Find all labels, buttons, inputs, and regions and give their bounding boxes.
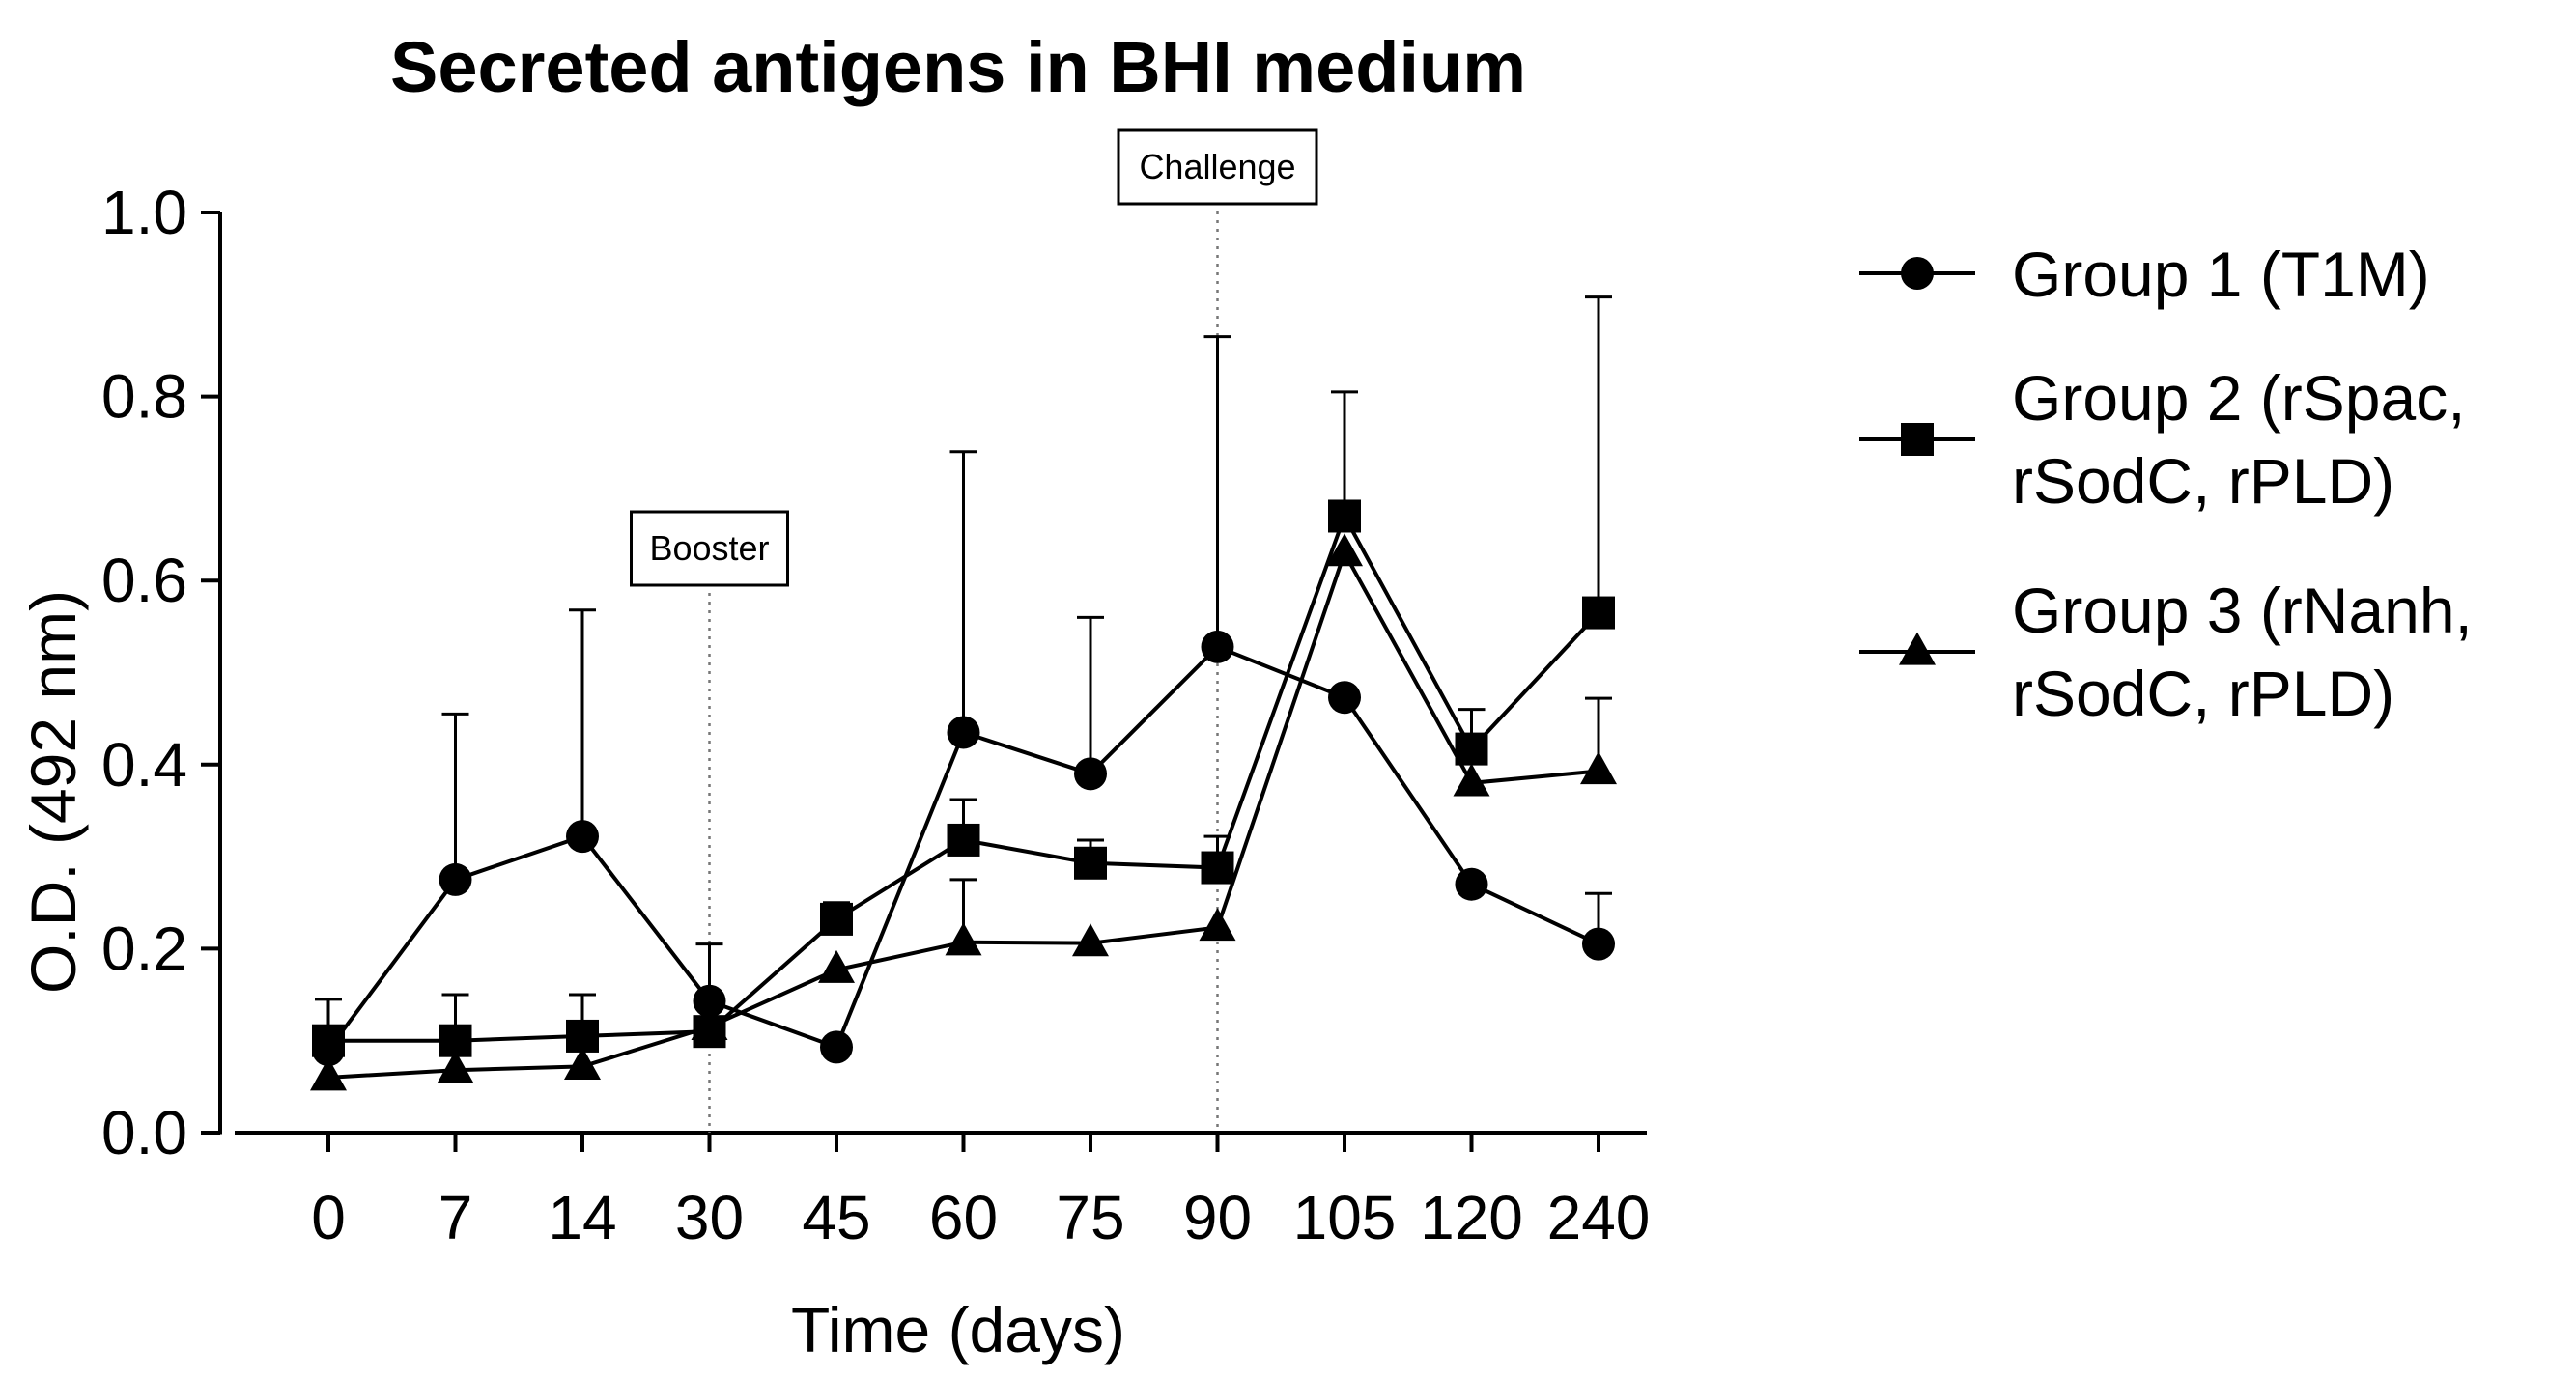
series-3-point-8 xyxy=(1326,533,1363,567)
chart-title: Secreted antigens in BHI medium xyxy=(390,27,1526,107)
x-tick-label-7: 90 xyxy=(1183,1183,1252,1252)
series-1-point-2 xyxy=(566,820,599,854)
legend-label-2-line-2: rSodC, rPLD) xyxy=(2012,445,2394,517)
y-tick-label-0: 0.0 xyxy=(101,1098,187,1167)
legend: Group 1 (T1M) Group 2 (rSpac, rSodC, rPLD)… xyxy=(1859,239,2473,729)
y-tick-label-2: 0.4 xyxy=(101,730,187,800)
legend-label-3-line-1: Group 3 (rNanh, xyxy=(2012,575,2473,646)
x-tick-label-3: 30 xyxy=(675,1183,744,1252)
legend-label-1-line-1: Group 1 (T1M) xyxy=(2012,239,2430,310)
series-2-point-5 xyxy=(947,823,980,857)
series-2-point-8 xyxy=(1328,499,1361,533)
series-3-point-7 xyxy=(1199,908,1236,942)
plot-area: 0.0 0.2 0.4 0.6 0.8 1.0 0 7 14 30 45 60 75 90 105 120 24… xyxy=(101,128,1651,1252)
y-tick-label-4: 0.8 xyxy=(101,362,187,432)
series-3-point-1 xyxy=(437,1050,474,1083)
series-2-point-7 xyxy=(1201,851,1234,885)
series-3-point-2 xyxy=(564,1046,601,1080)
series-2-point-10 xyxy=(1582,596,1615,630)
annotation-box-1 xyxy=(1117,128,1318,206)
x-tick-label-10: 240 xyxy=(1547,1183,1651,1252)
legend-label-3-line-2: rSodC, rPLD) xyxy=(2012,658,2394,729)
series-1-point-7 xyxy=(1201,630,1234,663)
x-tick-label-9: 120 xyxy=(1420,1183,1523,1252)
series-3-point-3 xyxy=(691,1007,728,1041)
series-1-point-4 xyxy=(820,1030,853,1064)
x-tick-label-2: 14 xyxy=(548,1183,616,1252)
series-1-point-9 xyxy=(1455,867,1488,901)
series-1-point-1 xyxy=(439,862,472,896)
series-3-point-4 xyxy=(818,949,855,983)
y-tick-label-5: 1.0 xyxy=(101,178,187,247)
series-1-point-10 xyxy=(1582,927,1615,961)
legend-marker-1 xyxy=(1901,257,1934,290)
x-tick-label-4: 45 xyxy=(802,1183,870,1252)
annotation-box-0 xyxy=(630,510,789,587)
series-1-point-6 xyxy=(1074,757,1107,791)
legend-marker-3 xyxy=(1899,632,1936,665)
x-tick-label-8: 105 xyxy=(1293,1183,1397,1252)
x-tick-label-0: 0 xyxy=(311,1183,346,1252)
series-1-point-8 xyxy=(1328,681,1361,715)
series-3-point-5 xyxy=(945,922,982,956)
annotation-label-0: Booster xyxy=(649,528,769,568)
series-3-point-6 xyxy=(1072,923,1109,957)
series-3-point-10 xyxy=(1580,751,1617,785)
series-3-point-9 xyxy=(1453,763,1490,797)
x-tick-label-1: 7 xyxy=(439,1183,473,1252)
series-1-point-5 xyxy=(947,716,980,749)
x-tick-label-5: 60 xyxy=(929,1183,998,1252)
y-tick-label-3: 0.6 xyxy=(101,546,187,615)
x-tick-label-6: 75 xyxy=(1056,1183,1124,1252)
y-tick-label-1: 0.2 xyxy=(101,914,187,983)
series-2-point-6 xyxy=(1074,846,1107,880)
series-1-point-3 xyxy=(693,984,726,1018)
series-3-point-0 xyxy=(310,1057,347,1091)
annotation-label-1: Challenge xyxy=(1139,147,1295,186)
legend-label-2-line-1: Group 2 (rSpac, xyxy=(2012,362,2466,434)
legend-marker-2 xyxy=(1901,423,1934,456)
x-axis-label: Time (days) xyxy=(791,1294,1125,1365)
y-axis-label: O.D. (492 nm) xyxy=(17,590,89,994)
series-2-point-0 xyxy=(312,1024,345,1057)
series-2-point-4 xyxy=(820,902,853,936)
